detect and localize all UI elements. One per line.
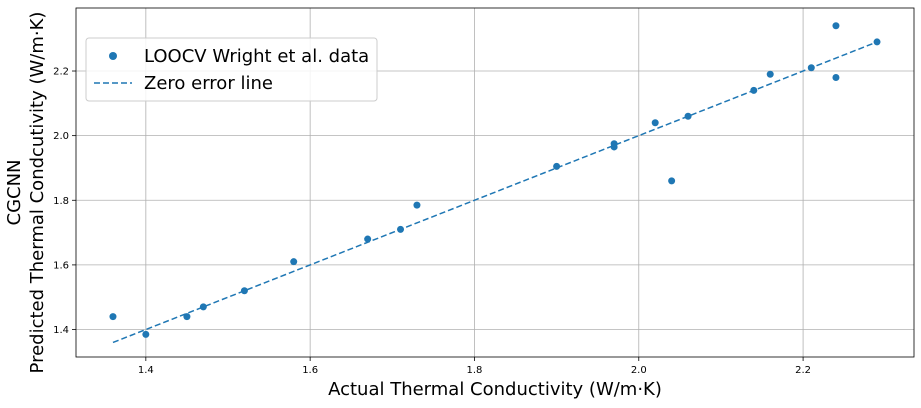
- scatter-point: [240, 287, 248, 295]
- x-tick-label: 2.0: [631, 365, 647, 376]
- scatter-point: [651, 119, 659, 127]
- legend: LOOCV Wright et al. data Zero error line: [85, 37, 378, 102]
- scatter-point: [364, 235, 372, 243]
- scatter-point: [766, 70, 774, 78]
- legend-scatter-marker: [109, 52, 117, 60]
- legend-label-line: Zero error line: [144, 73, 273, 94]
- x-tick-label: 1.6: [302, 365, 318, 376]
- x-axis-title: Actual Thermal Conductivity (W/m·K): [328, 379, 662, 400]
- y-tick-label: 1.6: [53, 260, 69, 271]
- scatter-point: [750, 86, 758, 94]
- scatter-point: [610, 140, 618, 148]
- scatter-point: [183, 313, 191, 321]
- plot-frame: [75, 7, 915, 358]
- y-tick-label: 1.8: [53, 196, 69, 207]
- zero-error-line: [112, 41, 878, 344]
- x-tick-label: 2.2: [795, 365, 811, 376]
- y-axis-title-line2: Predicted Thermal Condcutivity (W/m·K): [27, 12, 48, 374]
- scatter-point: [553, 162, 561, 170]
- y-axis-title-line1: CGCNN: [4, 159, 25, 225]
- scatter-point: [290, 258, 298, 266]
- scatter-point: [397, 225, 405, 233]
- scatter-point: [199, 303, 207, 311]
- scatter-points: [109, 22, 881, 338]
- scatter-point: [668, 177, 676, 185]
- scatter-point: [109, 313, 117, 321]
- ticks: 1.4 1.6 1.8 2.0 2.2 1.4 1.6 1.8 2.0 2.2: [53, 67, 811, 376]
- scatter-point: [832, 73, 840, 81]
- y-tick-label: 2.0: [53, 131, 69, 142]
- scatter-point: [413, 201, 421, 209]
- legend-box: [85, 37, 378, 102]
- zero-error-line-layer: [112, 41, 878, 344]
- x-tick-label: 1.8: [467, 365, 483, 376]
- scatter-point: [873, 38, 881, 46]
- y-tick-label: 2.2: [53, 67, 69, 78]
- scatter-point: [832, 22, 840, 30]
- scatter-point: [807, 64, 815, 72]
- scatter-point: [142, 330, 150, 338]
- x-tick-label: 1.4: [138, 365, 154, 376]
- x-axis-title-text: Actual Thermal Conductivity (W/m·K): [328, 379, 662, 400]
- scatter-point: [684, 112, 692, 120]
- grid: [76, 8, 914, 357]
- legend-label-scatter: LOOCV Wright et al. data: [144, 46, 369, 67]
- y-tick-label: 1.4: [53, 325, 69, 336]
- y-axis-title: CGCNN Predicted Thermal Condcutivity (W/…: [4, 12, 48, 374]
